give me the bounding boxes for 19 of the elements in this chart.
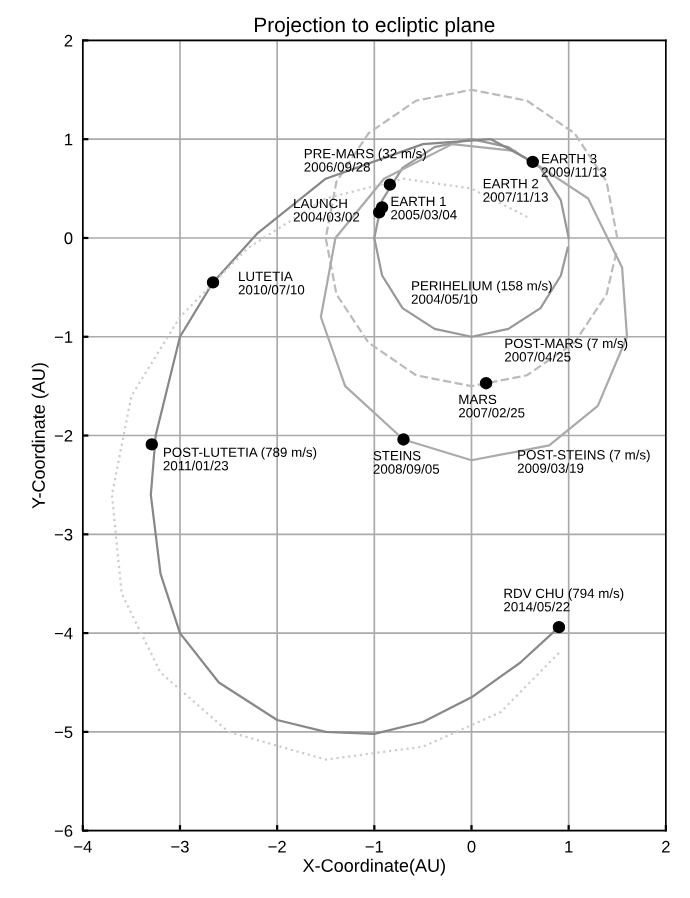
- x-tick-label: 1: [565, 840, 573, 853]
- x-axis-title: X-Coordinate(AU): [302, 858, 445, 876]
- x-tick-label: 2: [662, 840, 670, 853]
- y-tick-label: −6: [54, 825, 73, 837]
- x-tick-label: −4: [74, 840, 92, 853]
- y-tick-label: 0: [64, 232, 73, 245]
- y-tick-label: −1: [54, 331, 73, 343]
- x-tick-label: −3: [171, 840, 189, 853]
- y-tick-label: 1: [65, 133, 73, 146]
- chart-title: Projection to ecliptic plane: [255, 16, 495, 37]
- x-tick-label: −1: [365, 840, 384, 853]
- x-tick-label: 0: [467, 840, 476, 853]
- y-tick-label: −2: [54, 429, 73, 442]
- x-tick-label: −2: [268, 840, 286, 853]
- y-axis-title: Y-Coordinate (AU): [31, 363, 49, 509]
- y-tick-label: −3: [54, 528, 73, 541]
- y-tick-label: −5: [54, 726, 73, 739]
- y-tick-label: 2: [64, 34, 73, 47]
- y-tick-label: −4: [54, 627, 73, 640]
